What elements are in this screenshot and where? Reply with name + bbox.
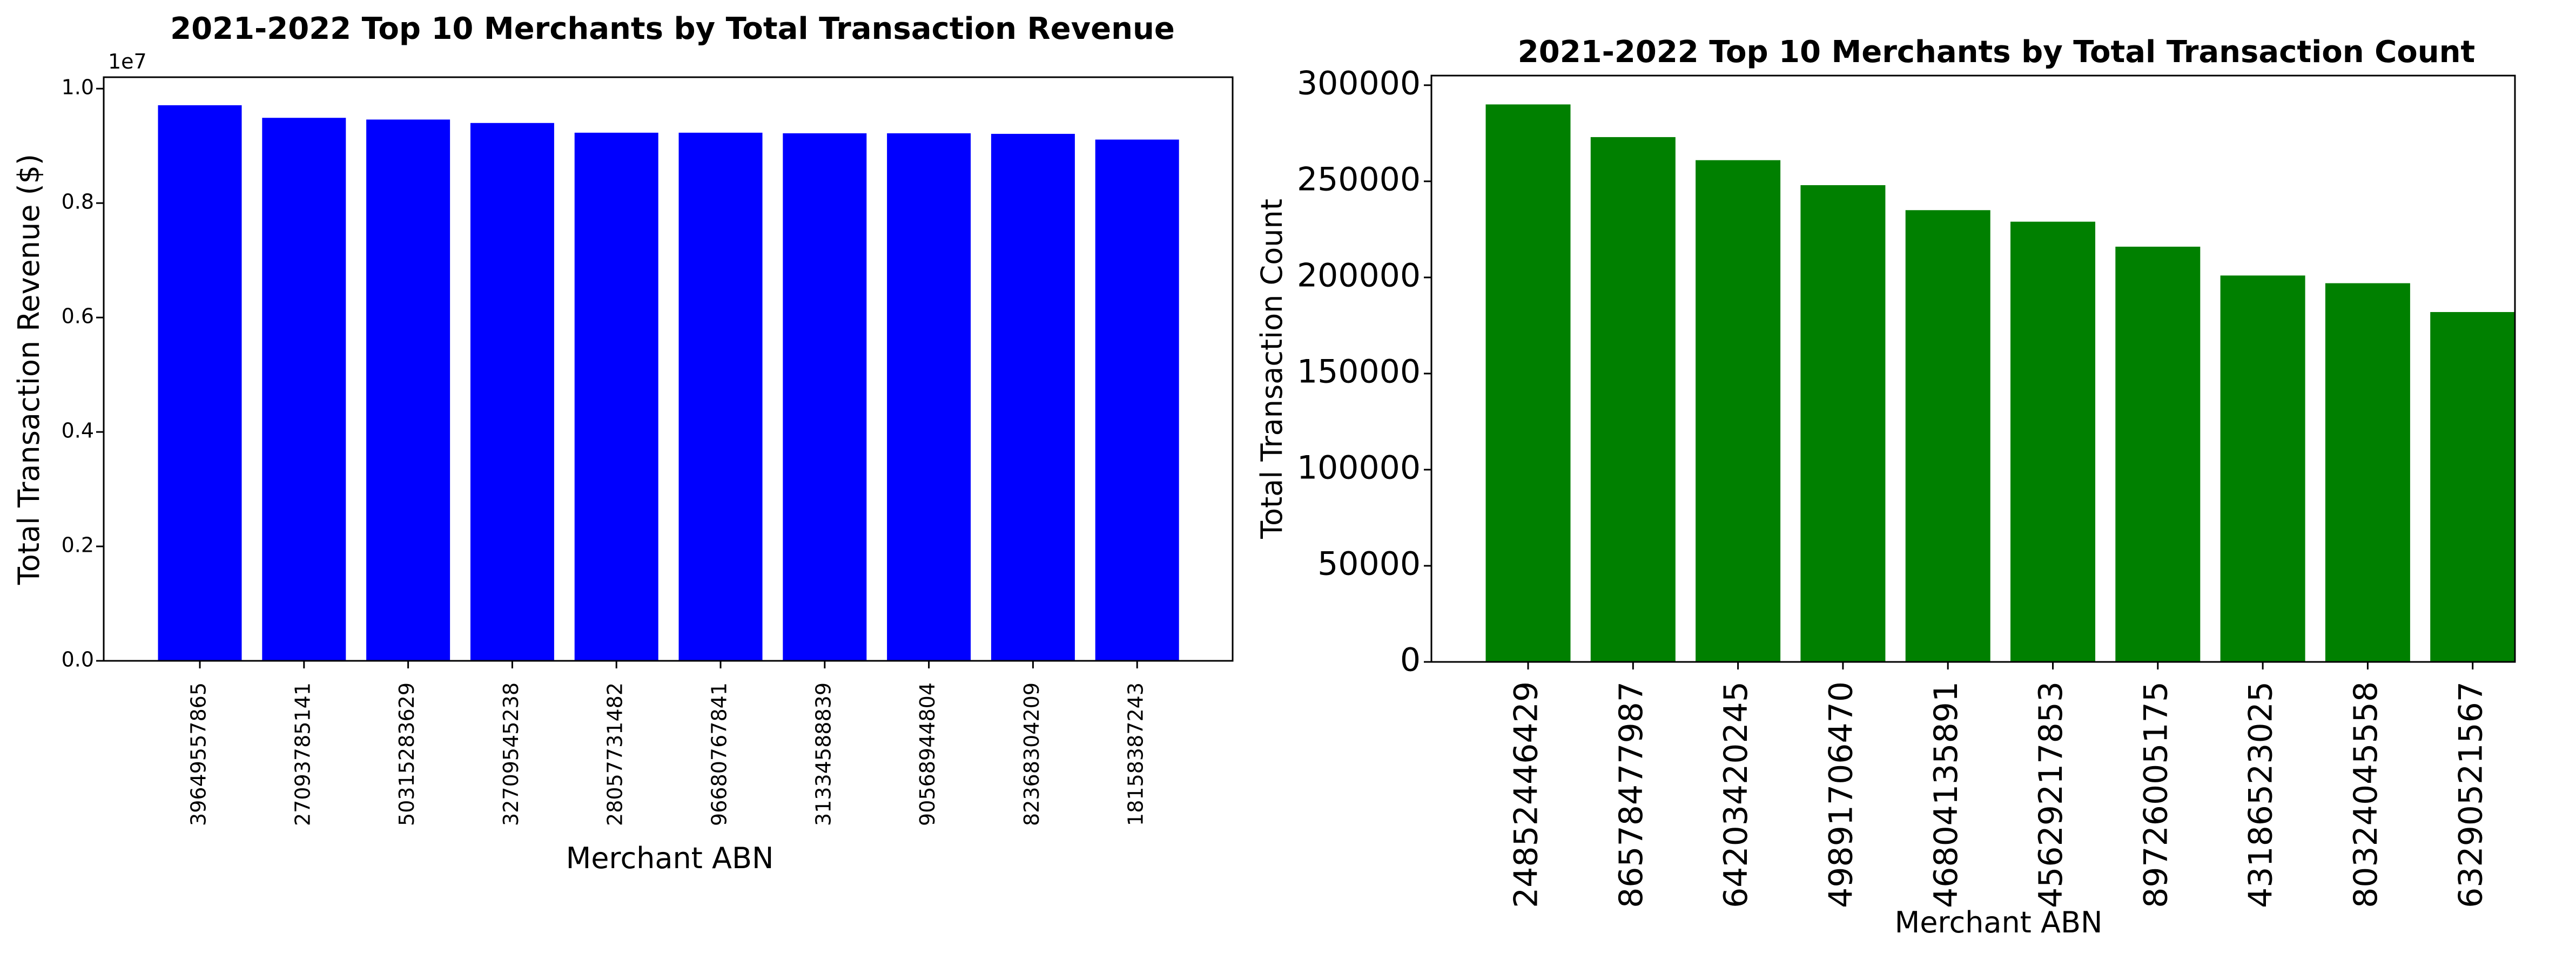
count-chart-bar (2010, 221, 2095, 662)
count-chart-bar (1905, 210, 1990, 662)
revenue-chart-x-tick-label: 82368304209 (1020, 682, 1044, 826)
revenue-chart-x-tick-label: 31334588839 (811, 682, 835, 826)
revenue-chart-y-tick-label: 0.2 (62, 533, 94, 557)
revenue-chart-x-tick-label: 96680767841 (708, 682, 731, 826)
revenue-chart-y-tick-label: 0.0 (62, 648, 94, 672)
revenue-chart-offset-label: 1e7 (108, 50, 147, 73)
count-chart-bar (2430, 312, 2516, 662)
count-chart-bars (1485, 104, 2516, 662)
revenue-chart-bar (262, 118, 346, 661)
revenue-chart-x-tick-label: 18158387243 (1124, 682, 1148, 826)
revenue-chart-x-tick-label: 39649557865 (187, 682, 211, 826)
revenue-chart-title: 2021-2022 Top 10 Merchants by Total Tran… (170, 11, 1175, 46)
count-chart-x-tick-label: 45629217853 (2032, 681, 2070, 908)
revenue-chart-y-axis: 0.0 0.2 0.4 0.6 0.8 1.0 (62, 76, 104, 672)
count-chart-y-tick-label: 0 (1400, 641, 1421, 679)
count-chart-bar (2115, 246, 2201, 662)
count-chart-y-tick-label: 50000 (1317, 545, 1421, 583)
count-chart-plot-frame (1430, 75, 2516, 663)
count-chart-x-tick-label: 46804135891 (1927, 681, 1965, 908)
count-chart-bar (2325, 283, 2410, 662)
revenue-chart-bar (991, 133, 1075, 661)
revenue-chart-x-tick-label: 28057731482 (603, 682, 627, 826)
count-chart-bar (1590, 137, 1676, 662)
revenue-chart-bar (678, 132, 763, 661)
revenue-chart-bar (783, 133, 867, 661)
revenue-chart-plot-frame (103, 76, 1234, 662)
count-chart-y-tick-label: 200000 (1297, 256, 1421, 294)
revenue-chart-bar (574, 132, 658, 661)
count-chart-x-tick-label: 63290521567 (2452, 681, 2490, 908)
revenue-chart-bar (158, 105, 242, 661)
count-chart-title: 2021-2022 Top 10 Merchants by Total Tran… (1518, 35, 2475, 70)
revenue-chart-bar (366, 119, 450, 661)
count-chart-bar (1800, 185, 1886, 662)
count-chart-x-axis: 24852446429 86578477987 64203420245 4989170… (1508, 662, 2490, 908)
count-chart-y-tick-label: 100000 (1297, 449, 1421, 487)
count-chart-x-tick-label: 43186523025 (2242, 681, 2280, 908)
revenue-chart-x-tick-label: 32709545238 (499, 682, 523, 826)
revenue-chart-x-tick-label: 50315283629 (395, 682, 419, 826)
count-chart-x-tick-label: 64203420245 (1717, 681, 1755, 908)
count-chart-y-label: Total Transaction Count (1255, 199, 1289, 539)
revenue-chart-y-tick-label: 0.4 (62, 419, 94, 443)
count-chart-x-tick-label: 89726005175 (2137, 681, 2175, 908)
revenue-chart: 2021-2022 Top 10 Merchants by Total Tran… (12, 11, 1234, 875)
count-chart-bar (2220, 275, 2305, 662)
revenue-chart-bars (158, 105, 1179, 661)
revenue-chart-y-tick-label: 1.0 (62, 76, 94, 99)
revenue-chart-x-axis: 39649557865 27093785141 50315283629 3270954… (187, 661, 1148, 826)
revenue-chart-bar (470, 123, 554, 661)
count-chart-y-tick-label: 300000 (1297, 64, 1421, 102)
count-chart-x-tick-label: 24852446429 (1508, 681, 1545, 908)
count-chart-bar (1485, 104, 1571, 662)
count-chart-y-tick-label: 150000 (1297, 353, 1421, 390)
revenue-chart-x-tick-label: 90568944804 (916, 682, 939, 826)
count-chart-x-tick-label: 49891706470 (1822, 681, 1860, 908)
revenue-chart-bar (1095, 139, 1179, 661)
count-chart-x-tick-label: 80324045558 (2347, 681, 2385, 908)
count-chart-x-label: Merchant ABN (1895, 905, 2103, 939)
revenue-chart-y-tick-label: 0.8 (62, 190, 94, 214)
revenue-chart-y-tick-label: 0.6 (62, 305, 94, 328)
count-chart: 2021-2022 Top 10 Merchants by Total Tran… (1255, 35, 2516, 939)
count-chart-y-tick-label: 250000 (1297, 160, 1421, 198)
revenue-chart-x-label: Merchant ABN (566, 841, 774, 875)
revenue-chart-x-tick-label: 27093785141 (291, 682, 314, 826)
revenue-chart-bar (887, 133, 971, 661)
count-chart-y-axis: 0 50000 100000 150000 200000 250000 300000 (1297, 64, 1431, 679)
count-chart-bar (1696, 160, 1781, 662)
revenue-chart-y-label: Total Transaction Revenue ($) (12, 154, 46, 585)
count-chart-x-tick-label: 86578477987 (1612, 681, 1650, 908)
